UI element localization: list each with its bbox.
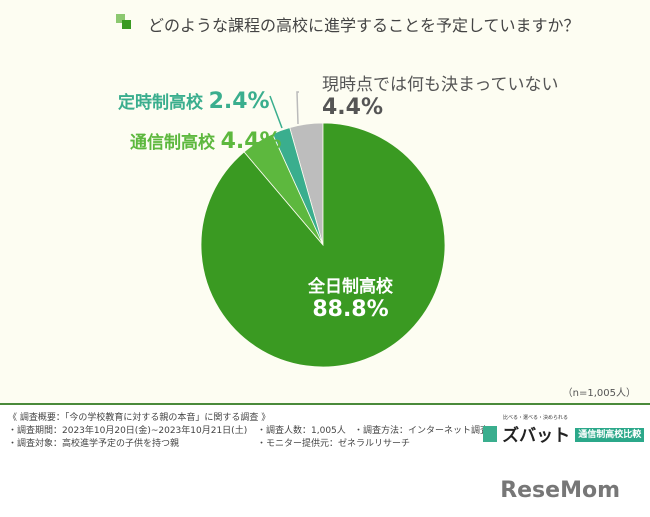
label-zennichisei: 全日制高校 88.8% — [308, 277, 393, 322]
label-undecided: 現時点では何も決まっていない 4.4% — [322, 75, 559, 120]
pie-slice-0 — [200, 122, 446, 368]
leader-line-undecided — [296, 91, 299, 125]
survey-count: ・調査人数：1,005人 — [257, 426, 346, 436]
survey-heading: 《 調査概要：「今の学校教育に対する親の本音」に関する調査 》 — [8, 413, 271, 423]
resemom-logo: ReseMom — [500, 478, 620, 503]
zubat-logo: 比べる・選べる・決められる ズバット 通信制高校比較 — [483, 414, 645, 446]
chart-title: どのような課程の高校に進学することを予定していますか？ — [148, 16, 580, 35]
survey-provider: ・モニター提供元：ゼネラルリサーチ — [257, 439, 411, 449]
label-tsushinsei: 通信制高校 4.4% — [130, 129, 282, 154]
survey-target: ・調査対象：高校進学予定の子供を持つ親 — [8, 439, 180, 449]
survey-period: ・調査期間：2023年10月20日(金)~2023年10月21日(土) — [8, 426, 248, 436]
sample-size: （n=1,005人） — [562, 388, 636, 399]
label-teijisei: 定時制高校 2.4% — [118, 89, 270, 114]
leader-line-teijisei — [269, 95, 283, 129]
pie-chart — [200, 91, 446, 368]
title-icon — [116, 14, 132, 30]
survey-method: ・調査方法：インターネット調査 — [354, 426, 490, 436]
